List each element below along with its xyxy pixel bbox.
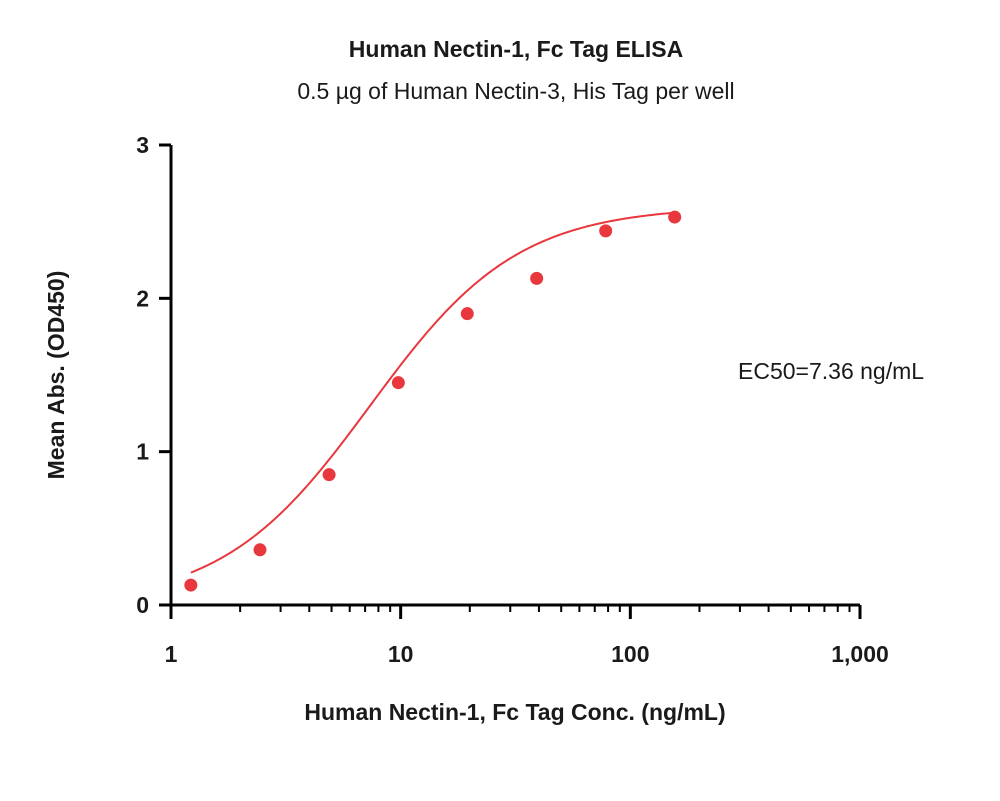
- chart-title: Human Nectin-1, Fc Tag ELISA: [348, 36, 684, 62]
- data-point: [530, 271, 544, 285]
- x-axis-label: Human Nectin-1, Fc Tag Conc. (ng/mL): [304, 699, 725, 725]
- y-tick-label: 2: [136, 285, 149, 311]
- data-point: [322, 468, 336, 482]
- data-points-layer: [184, 210, 682, 592]
- data-point: [391, 376, 405, 390]
- data-point: [668, 210, 682, 224]
- chart-subtitle: 0.5 µg of Human Nectin-3, His Tag per we…: [297, 78, 735, 104]
- ec50-annotation: EC50=7.36 ng/mL: [738, 358, 924, 384]
- data-point: [184, 578, 198, 592]
- x-tick-label: 1: [165, 641, 178, 667]
- fit-curve-layer: [190, 211, 675, 574]
- x-tick-label: 1,000: [831, 641, 889, 667]
- x-tick-label: 100: [611, 641, 649, 667]
- data-point: [460, 307, 474, 321]
- y-axis-label: Mean Abs. (OD450): [43, 271, 69, 480]
- y-tick-label: 0: [136, 592, 149, 618]
- fit-curve: [190, 211, 675, 574]
- y-tick-label: 1: [136, 439, 149, 465]
- x-tick-label: 10: [388, 641, 414, 667]
- data-point: [253, 543, 267, 557]
- y-tick-label: 3: [136, 132, 149, 158]
- data-point: [599, 224, 613, 238]
